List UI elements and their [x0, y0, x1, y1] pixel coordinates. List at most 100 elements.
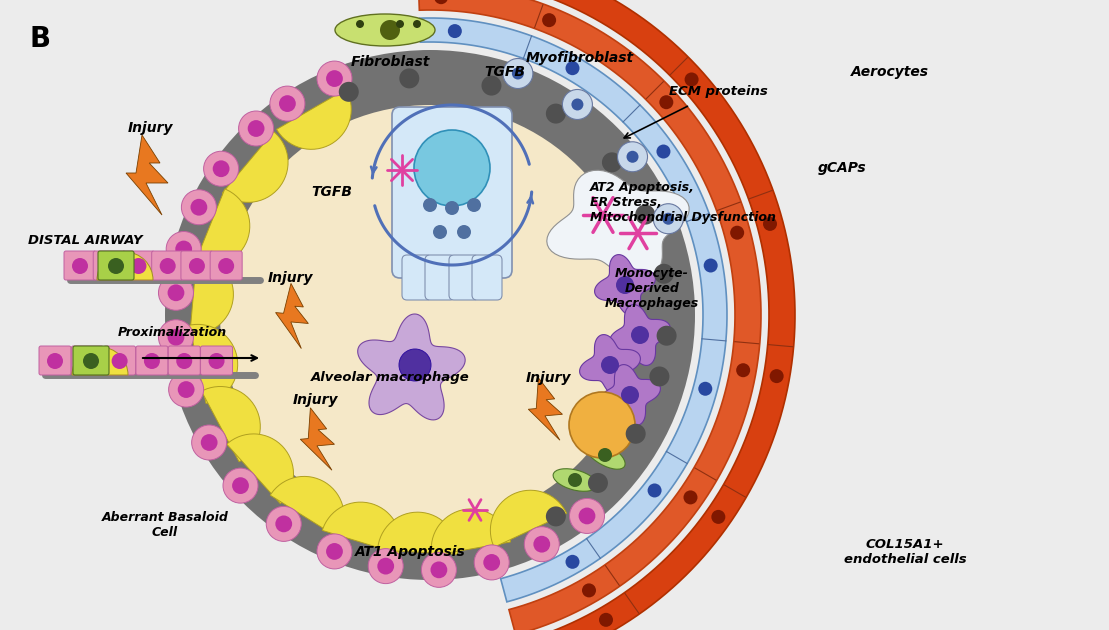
Circle shape: [568, 473, 582, 487]
Text: TGFB: TGFB: [485, 65, 526, 79]
Circle shape: [399, 349, 431, 381]
Circle shape: [101, 258, 118, 274]
Circle shape: [220, 105, 640, 525]
Circle shape: [512, 67, 523, 79]
Text: gCAPs: gCAPs: [817, 161, 866, 175]
Circle shape: [566, 555, 580, 569]
Wedge shape: [276, 89, 352, 149]
Text: Proximalization: Proximalization: [118, 326, 226, 338]
Circle shape: [266, 507, 302, 541]
Polygon shape: [580, 335, 640, 396]
Wedge shape: [222, 132, 288, 202]
Circle shape: [654, 264, 674, 284]
Circle shape: [192, 425, 226, 460]
Circle shape: [220, 105, 640, 525]
Text: Injury: Injury: [267, 271, 313, 285]
Circle shape: [160, 258, 175, 274]
Circle shape: [377, 558, 394, 575]
Wedge shape: [226, 434, 294, 503]
Circle shape: [413, 20, 421, 28]
Text: Monocyte-
Derived
Macrophages: Monocyte- Derived Macrophages: [604, 266, 699, 309]
Polygon shape: [419, 18, 728, 602]
Circle shape: [683, 490, 698, 505]
Text: B: B: [30, 25, 51, 53]
Ellipse shape: [553, 469, 597, 491]
Circle shape: [191, 199, 207, 215]
Wedge shape: [378, 512, 458, 554]
Circle shape: [475, 545, 509, 580]
Circle shape: [546, 507, 566, 527]
Wedge shape: [72, 347, 128, 375]
Circle shape: [704, 258, 718, 273]
Circle shape: [588, 473, 608, 493]
Circle shape: [368, 549, 404, 583]
Circle shape: [176, 353, 192, 369]
FancyBboxPatch shape: [181, 251, 213, 280]
Circle shape: [711, 510, 725, 524]
Circle shape: [159, 275, 193, 311]
Polygon shape: [358, 314, 465, 420]
Circle shape: [317, 534, 352, 569]
FancyBboxPatch shape: [136, 346, 167, 375]
Circle shape: [598, 448, 612, 462]
Circle shape: [167, 284, 184, 301]
Wedge shape: [431, 509, 510, 556]
FancyBboxPatch shape: [401, 255, 433, 300]
Circle shape: [414, 130, 490, 206]
Polygon shape: [417, 0, 795, 630]
Circle shape: [396, 20, 404, 28]
Circle shape: [657, 326, 676, 346]
Circle shape: [599, 613, 613, 627]
Polygon shape: [418, 0, 761, 630]
Circle shape: [648, 483, 662, 498]
Circle shape: [326, 70, 343, 87]
Wedge shape: [202, 386, 261, 462]
Text: Injury: Injury: [526, 371, 571, 385]
Circle shape: [621, 386, 639, 404]
Circle shape: [433, 225, 447, 239]
Circle shape: [356, 20, 364, 28]
Circle shape: [635, 205, 655, 225]
Circle shape: [80, 353, 95, 369]
Circle shape: [326, 543, 343, 560]
Circle shape: [467, 198, 481, 212]
Circle shape: [247, 120, 264, 137]
Circle shape: [208, 353, 224, 369]
Wedge shape: [271, 476, 344, 537]
Circle shape: [421, 553, 457, 587]
Circle shape: [484, 554, 500, 571]
Circle shape: [204, 151, 238, 186]
Circle shape: [112, 353, 128, 369]
FancyBboxPatch shape: [152, 251, 184, 280]
Circle shape: [423, 198, 437, 212]
Circle shape: [275, 515, 292, 532]
FancyBboxPatch shape: [472, 255, 502, 300]
Circle shape: [201, 434, 217, 451]
Polygon shape: [126, 135, 167, 215]
Text: ECM proteins: ECM proteins: [669, 86, 767, 98]
Circle shape: [615, 276, 634, 294]
Circle shape: [625, 424, 645, 444]
Circle shape: [108, 258, 124, 274]
Circle shape: [770, 369, 784, 383]
FancyBboxPatch shape: [449, 255, 479, 300]
FancyBboxPatch shape: [39, 346, 71, 375]
FancyBboxPatch shape: [93, 251, 125, 280]
Circle shape: [730, 226, 744, 239]
Wedge shape: [490, 490, 567, 547]
Polygon shape: [301, 408, 335, 470]
Text: COL15A1+
endothelial cells: COL15A1+ endothelial cells: [844, 538, 966, 566]
Text: TGFB: TGFB: [312, 185, 353, 199]
Circle shape: [72, 258, 88, 274]
Text: Alveolar macrophage: Alveolar macrophage: [311, 372, 469, 384]
Polygon shape: [547, 170, 689, 280]
Circle shape: [525, 527, 559, 562]
Circle shape: [232, 478, 248, 494]
Circle shape: [430, 561, 447, 578]
Circle shape: [569, 392, 635, 458]
Wedge shape: [323, 502, 400, 554]
Circle shape: [317, 61, 352, 96]
Circle shape: [213, 161, 230, 177]
Circle shape: [660, 95, 673, 109]
FancyBboxPatch shape: [71, 346, 103, 375]
